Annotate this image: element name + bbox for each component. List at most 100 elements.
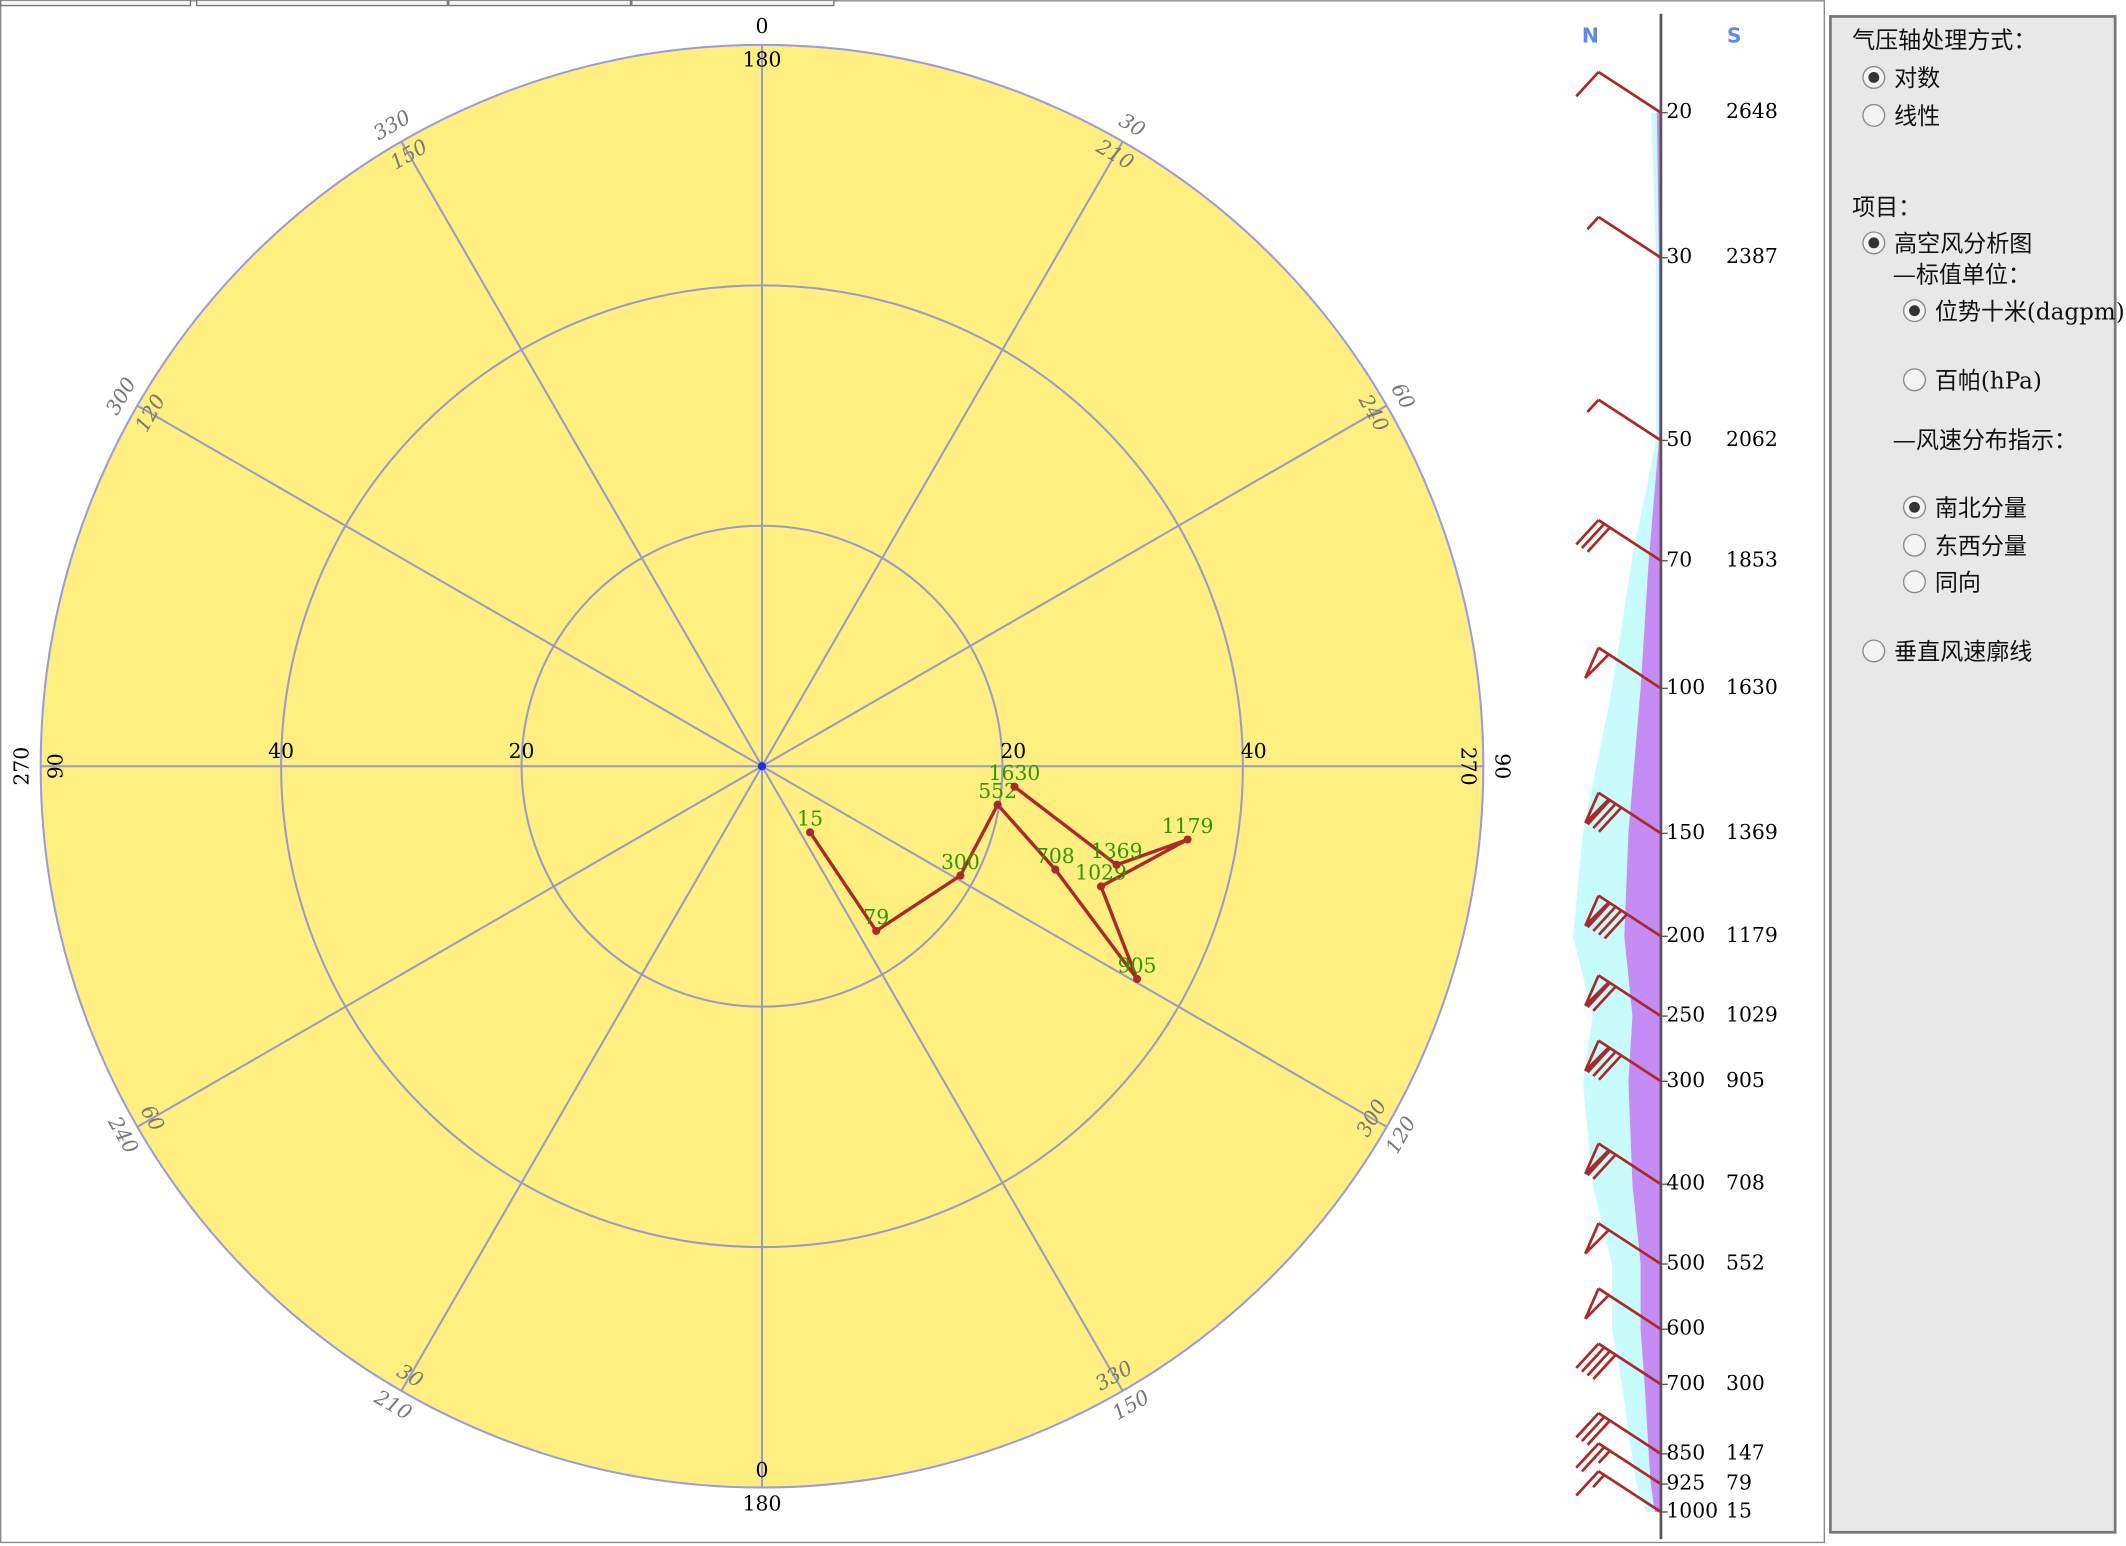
pressure-label: 250 [1666,1003,1705,1027]
radio-option[interactable]: 对数 [1862,65,1940,92]
height-label: 552 [1726,1251,1765,1275]
height-label: 1369 [1726,820,1778,844]
hodograph-point [1133,974,1142,984]
radio-button[interactable] [1862,639,1886,663]
tab[interactable] [195,0,449,7]
wind-barb [1584,1142,1662,1186]
radio-option[interactable]: 东西分量 [1902,533,2027,560]
barb-shape [1586,398,1662,442]
radio-dot[interactable] [1868,72,1880,83]
pressure-label: 300 [1666,1068,1705,1092]
barb-shape [1575,70,1662,114]
wind-barb [1575,70,1662,114]
radio-label[interactable]: 南北分量 [1935,496,2027,522]
pressure-label: 600 [1666,1316,1705,1340]
radio-option[interactable]: 南北分量 [1902,495,2027,522]
height-label: 15 [797,807,823,831]
wind-barb [1584,1039,1662,1083]
pressure-label: 70 [1666,547,1692,571]
wind-barb [1586,215,1662,259]
pressure-label: 1000 [1666,1498,1718,1522]
wind-barb [1575,1442,1662,1486]
radio-option[interactable]: 线性 [1862,103,1940,130]
height-label: 1179 [1726,923,1778,947]
barb-shape [1584,1287,1662,1331]
radio-button[interactable] [1902,368,1927,392]
radio-dot[interactable] [1909,501,1920,513]
hodograph-point [1096,882,1106,891]
direction-label: 270 [10,747,34,786]
barb-shape [1584,894,1662,940]
radio-dot[interactable] [1868,237,1880,249]
direction-label: 180 [743,1492,782,1516]
direction-label: 0 [756,14,769,38]
spoke [400,141,763,767]
barb-shape [1584,791,1662,835]
hodograph-point [872,926,881,935]
height-label: 300 [941,850,980,874]
radio-label[interactable]: 垂直风速廓线 [1894,640,2032,666]
barb-shape [1584,646,1662,690]
height-label: 2062 [1726,427,1778,451]
height-label: 79 [1726,1471,1752,1495]
wind-barb [1575,1470,1662,1514]
radio-option[interactable]: 百帕(hPa) [1902,368,2042,395]
barb-shape [1584,974,1662,1018]
spoke [761,765,1388,1128]
radio-label[interactable]: 位势十米(dagpm) [1935,299,2125,325]
radio-option[interactable]: 高空风分析图 [1862,231,2032,258]
radio-option[interactable]: 同向 [1902,570,1981,597]
tab[interactable] [0,0,192,7]
spoke [136,765,763,1128]
barb-shape [1575,1442,1662,1486]
pressure-label: 50 [1666,427,1692,451]
wind-barb [1575,1412,1662,1455]
wind-barb [1575,1342,1662,1386]
direction-label: 90 [1490,753,1514,779]
wind-barb [1586,398,1662,442]
hodograph-point [993,800,1002,809]
radio-label[interactable]: 东西分量 [1935,534,2027,560]
wind-barb [1584,791,1662,835]
barb-shape [1575,518,1662,562]
radio-label[interactable]: 同向 [1935,571,1981,597]
radio-button[interactable] [1902,570,1927,594]
panel-label: —标值单位： [1893,263,2031,289]
radio-option[interactable]: 垂直风速廓线 [1862,639,2032,666]
center-dot [757,762,767,771]
radio-label[interactable]: 百帕(hPa) [1935,369,2042,395]
radio-button[interactable] [1862,103,1886,127]
panel-label: 气压轴处理方式： [1852,28,2036,54]
pressure-label: 200 [1666,923,1705,947]
radio-button[interactable] [1902,533,1927,557]
pressure-label: 400 [1666,1171,1705,1195]
spoke [136,404,763,768]
tab[interactable] [448,0,632,7]
hodograph-point [1112,860,1121,869]
wind-barb [1584,1222,1662,1266]
pressure-label: 20 [1666,99,1692,123]
radio-dot[interactable] [1909,305,1920,317]
height-label: 2648 [1726,99,1778,123]
panel-label: 项目： [1852,195,1921,221]
radio-label[interactable]: 高空风分析图 [1894,232,2032,258]
component-area [1624,112,1661,1512]
radio-option[interactable]: 位势十米(dagpm) [1902,299,2125,325]
height-label: 905 [1726,1068,1765,1092]
radio-label[interactable]: 对数 [1894,66,1940,92]
ring-label: 40 [1241,739,1267,763]
spoke [761,765,1124,1392]
hodograph-point [1183,835,1192,844]
pressure-label: 100 [1666,675,1705,699]
wind-barb [1584,1287,1662,1331]
radio-label[interactable]: 线性 [1894,104,1940,130]
panel-label: —风速分布指示： [1893,428,2077,454]
height-label: 1630 [1726,675,1778,699]
pressure-label: 700 [1666,1371,1705,1395]
height-label: 300 [1726,1371,1765,1395]
tab[interactable] [631,0,835,7]
barb-shape [1575,1342,1662,1386]
height-label: 708 [1036,844,1075,868]
